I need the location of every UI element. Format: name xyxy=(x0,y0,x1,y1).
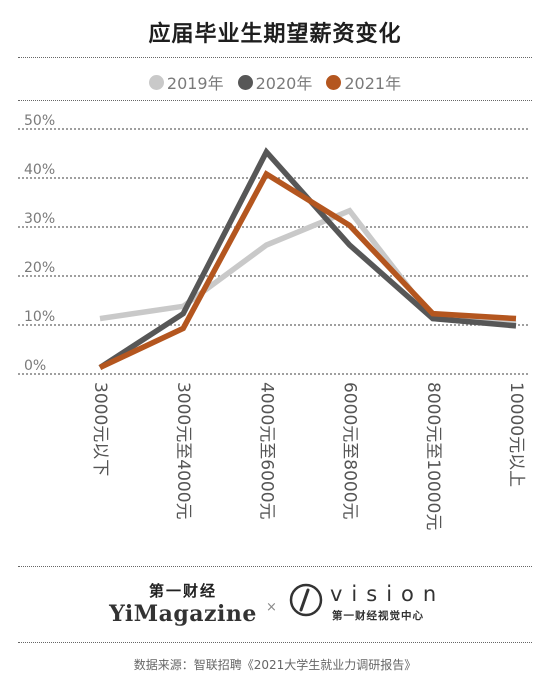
x-category-label: 4000元至6000元 xyxy=(256,382,276,520)
x-category-label: 6000元至8000元 xyxy=(340,382,360,520)
title-divider xyxy=(18,57,532,58)
vision-word: vision xyxy=(330,582,446,606)
legend-swatch-2021 xyxy=(326,74,342,90)
legend-label-2021: 2021年 xyxy=(344,74,402,93)
y-tick-label: 40% xyxy=(24,162,55,178)
source-divider xyxy=(18,642,532,643)
legend-swatch-2019 xyxy=(148,74,164,90)
footer-divider xyxy=(18,566,532,567)
legend-swatch-2020 xyxy=(237,74,253,90)
y-tick-label: 20% xyxy=(24,260,55,276)
legend-divider xyxy=(18,100,532,101)
series-line-2019年 xyxy=(99,207,517,327)
x-category-label: 3000元以下 xyxy=(90,382,110,476)
vision-mark-icon xyxy=(289,583,323,617)
x-category-label: 10000元以上 xyxy=(506,382,526,487)
legend: 2019年 2020年 2021年 xyxy=(0,70,550,94)
legend-label-2020: 2020年 xyxy=(255,74,313,93)
x-category-label: 8000元至10000元 xyxy=(423,382,443,530)
legend-label-2019: 2019年 xyxy=(166,74,224,93)
logo-cn-text: 第一财经 xyxy=(148,582,217,600)
chart-title: 应届毕业生期望薪资变化 xyxy=(148,22,402,47)
legend-item-2021: 2021年 xyxy=(326,70,401,94)
logo-en-text: YiMagazine xyxy=(109,601,257,627)
vision-subtitle: 第一财经视觉中心 xyxy=(332,610,424,622)
legend-item-2019: 2019年 xyxy=(148,70,224,94)
y-tick-label: 30% xyxy=(24,211,55,227)
yimagazine-logo: 第一财经 YiMagazine xyxy=(108,580,258,627)
line-chart: 0% 10% 20% 30% 40% 50% 3000元以下 3000元至4000元 4000元… xyxy=(18,113,530,530)
legend-item-2020: 2020年 xyxy=(237,70,313,94)
vision-logo: vision 第一财经视觉中心 xyxy=(288,582,458,626)
logo-cross: × xyxy=(266,600,277,615)
x-category-label: 3000元至4000元 xyxy=(173,382,193,520)
series-line-2021年 xyxy=(98,170,517,371)
y-tick-label: 10% xyxy=(24,309,55,325)
y-tick-label: 0% xyxy=(24,358,46,374)
source-note: 数据来源：智联招聘《2021大学生就业力调研报告》 xyxy=(133,658,417,672)
y-tick-label: 50% xyxy=(24,113,55,129)
